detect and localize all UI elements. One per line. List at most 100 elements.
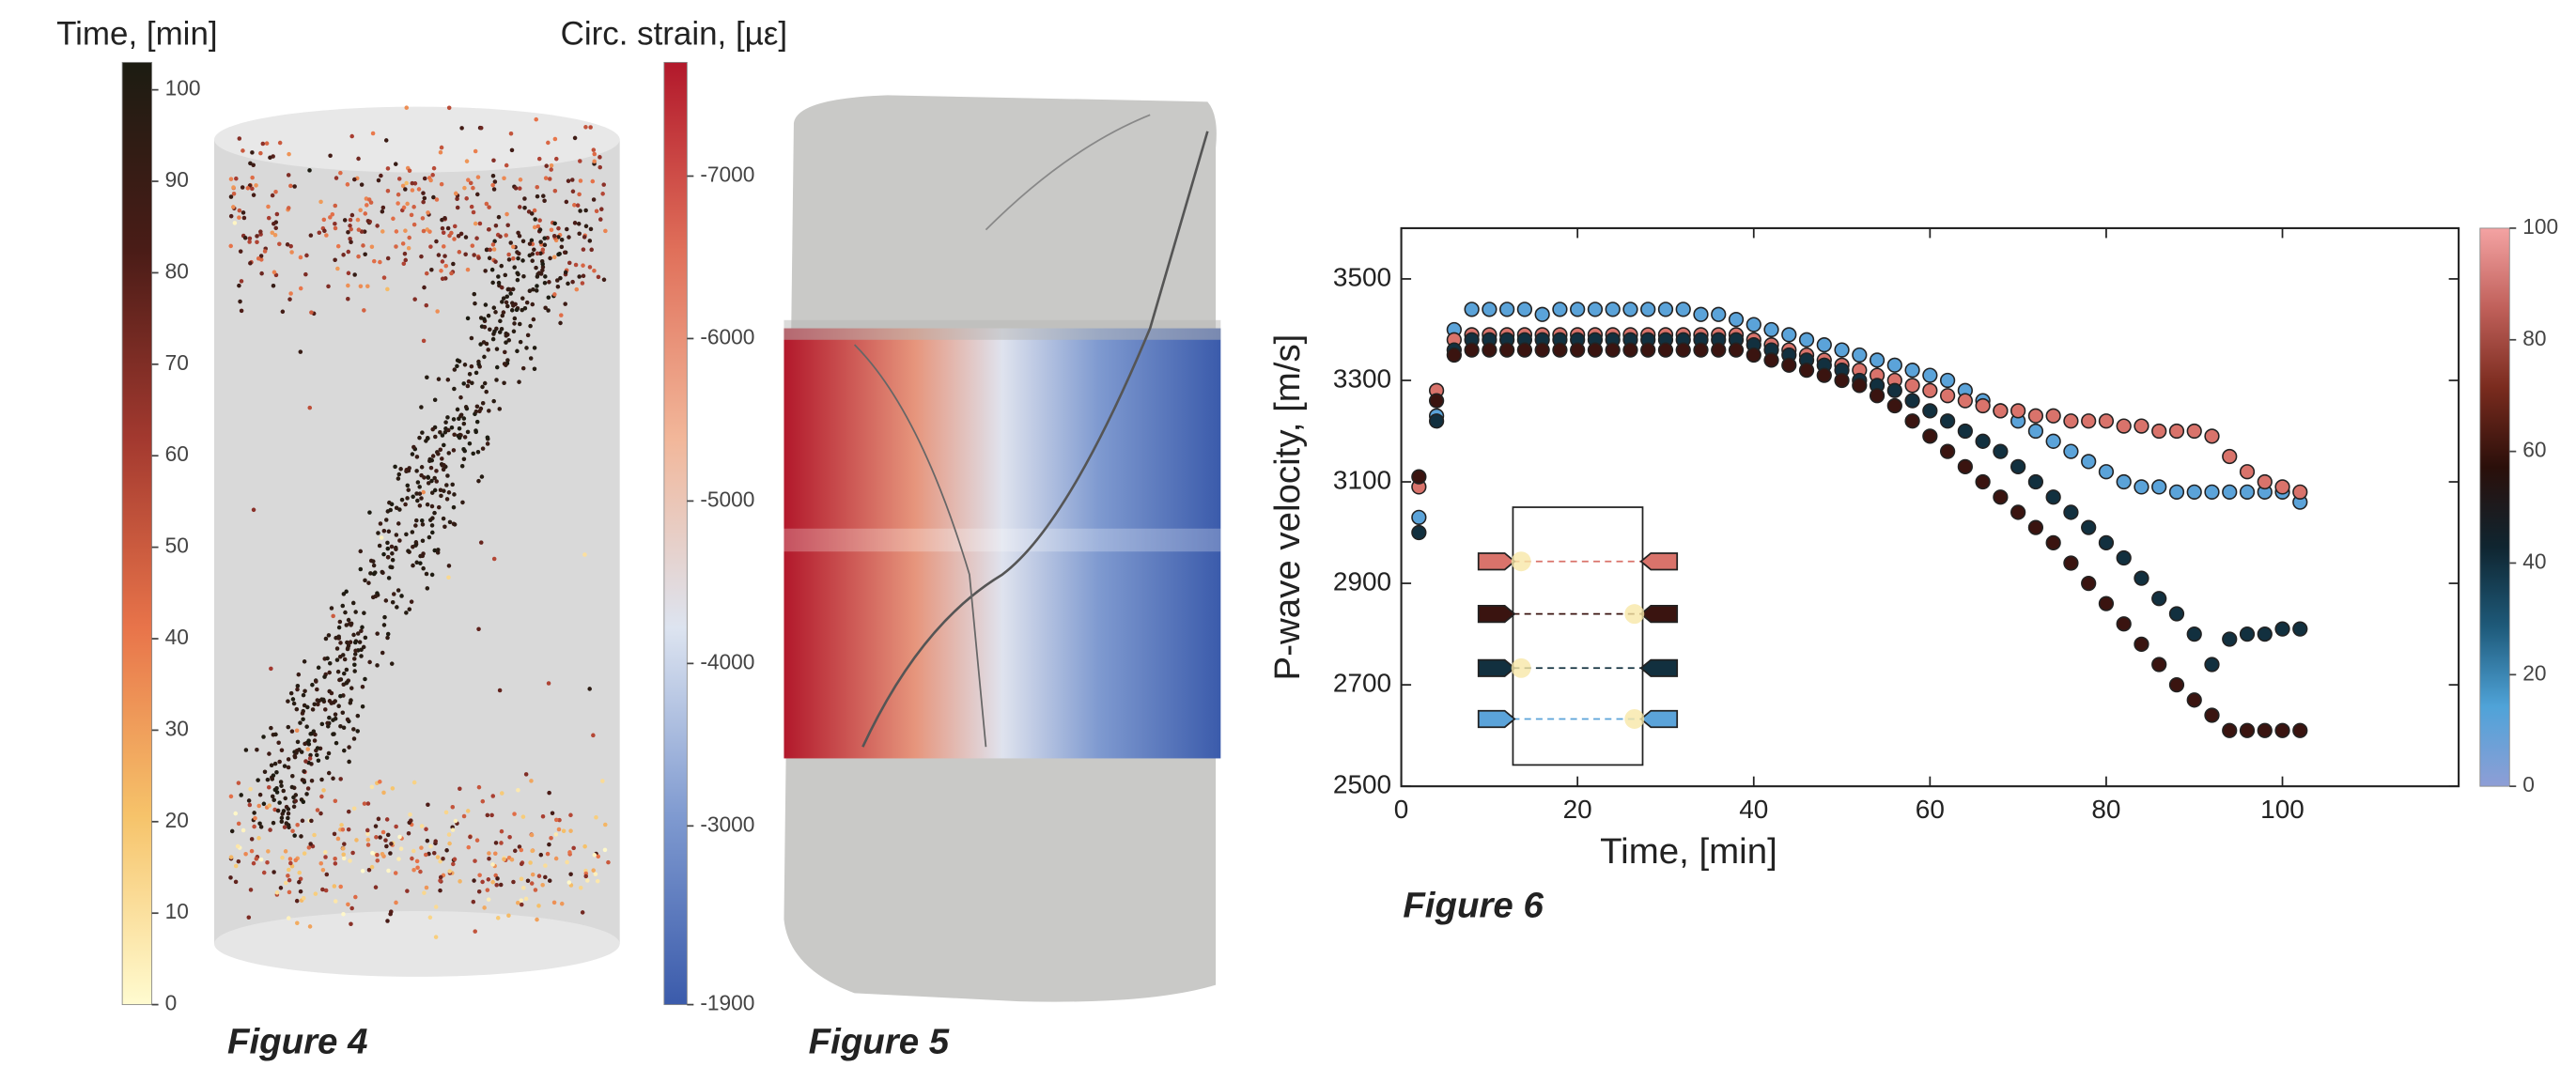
sensor: [1641, 660, 1677, 676]
data-point: [2205, 708, 2219, 722]
data-point: [2170, 607, 2184, 621]
data-point: [1923, 383, 1937, 397]
data-point: [2223, 723, 2237, 737]
data-point: [2275, 622, 2289, 636]
data-point: [1412, 470, 1426, 484]
y-tick-label: 3100: [1333, 465, 1391, 494]
data-point: [2170, 678, 2184, 692]
colorbar-tick-label: 50: [165, 534, 189, 558]
data-point: [1412, 511, 1426, 525]
data-point: [2170, 485, 2184, 499]
data-point: [1994, 404, 2008, 418]
data-point: [1835, 343, 1849, 357]
data-point: [2100, 465, 2114, 479]
data-point: [1465, 302, 1479, 317]
colorbar-label: Circ. strain, [µε]: [561, 16, 787, 53]
data-point: [2011, 505, 2025, 519]
y-tick-label: 2500: [1333, 770, 1391, 799]
colorbar-tick-label: 80: [165, 258, 189, 283]
colorbar: [122, 62, 151, 1004]
data-point: [1482, 302, 1497, 317]
colorbar-tick-label: -5000: [700, 487, 754, 511]
data-point: [2082, 520, 2096, 534]
data-point: [1641, 302, 1655, 317]
data-point: [1800, 332, 1814, 347]
data-point: [2187, 425, 2201, 439]
colorbar-label: Time, [min]: [56, 16, 217, 53]
source: [1624, 604, 1644, 624]
data-point: [1941, 444, 1955, 458]
data-point: [2258, 475, 2272, 489]
data-point: [1782, 358, 1796, 372]
data-point: [2082, 577, 2096, 591]
caption: Figure 4: [227, 1022, 368, 1062]
source: [1512, 658, 1531, 678]
data-point: [2223, 632, 2237, 646]
data-point: [2011, 404, 2025, 418]
data-point: [2205, 485, 2219, 499]
data-point: [1870, 353, 1885, 367]
data-point: [1623, 343, 1637, 357]
colorbar-tick-label: -3000: [700, 812, 754, 836]
sensor: [1479, 660, 1514, 676]
data-point: [2293, 723, 2307, 737]
data-point: [2064, 414, 2078, 428]
data-point: [2134, 419, 2149, 433]
data-point: [1746, 317, 1761, 332]
data-point: [1553, 343, 1567, 357]
data-point: [1994, 444, 2008, 458]
data-point: [1976, 399, 1990, 413]
data-point: [2134, 638, 2149, 652]
x-tick-label: 0: [1394, 795, 1409, 824]
colorbar-tick-label: -7000: [700, 162, 754, 186]
data-point: [1941, 414, 1955, 428]
data-point: [1746, 348, 1761, 363]
caption: Figure 6: [1403, 886, 1544, 926]
data-point: [1730, 343, 1744, 357]
data-point: [1835, 374, 1849, 388]
data-point: [2241, 485, 2255, 499]
data-point: [1976, 434, 1990, 448]
data-point: [2117, 617, 2131, 631]
colorbar: [2480, 228, 2509, 786]
data-point: [2117, 419, 2131, 433]
x-tick-label: 100: [2260, 795, 2304, 824]
y-axis-label: P-wave velocity, [m/s]: [1267, 334, 1308, 681]
data-point: [1817, 368, 1831, 382]
data-point: [1887, 399, 1901, 413]
data-point: [2100, 414, 2114, 428]
data-point: [1430, 394, 1444, 408]
data-point: [1923, 429, 1937, 443]
y-tick-label: 2700: [1333, 668, 1391, 697]
colorbar-tick-label: -6000: [700, 324, 754, 348]
data-point: [1694, 343, 1708, 357]
data-point: [2223, 485, 2237, 499]
sensor: [1479, 606, 1514, 622]
data-point: [1606, 343, 1620, 357]
data-point: [1448, 348, 1462, 363]
data-point: [2152, 592, 2166, 606]
x-tick-label: 40: [1739, 795, 1768, 824]
data-point: [1782, 328, 1796, 342]
data-point: [1482, 343, 1497, 357]
data-point: [1676, 343, 1690, 357]
data-point: [1676, 302, 1690, 317]
data-point: [2029, 520, 2043, 534]
colorbar-tick-label: 70: [165, 350, 189, 375]
data-point: [1500, 302, 1514, 317]
source: [1624, 709, 1644, 729]
data-point: [1659, 343, 1673, 357]
sensor: [1641, 606, 1677, 622]
data-point: [1800, 363, 1814, 378]
data-point: [1712, 307, 1726, 321]
colorbar-tick-label: 10: [165, 899, 189, 923]
x-axis-label: Time, [min]: [1600, 831, 1777, 872]
data-point: [2258, 723, 2272, 737]
colorbar-tick-label: 0: [2522, 772, 2535, 796]
data-point: [1817, 338, 1831, 352]
data-point: [2241, 627, 2255, 642]
data-point: [1412, 526, 1426, 540]
data-point: [1606, 302, 1620, 317]
data-point: [1571, 343, 1585, 357]
data-point: [2029, 425, 2043, 439]
